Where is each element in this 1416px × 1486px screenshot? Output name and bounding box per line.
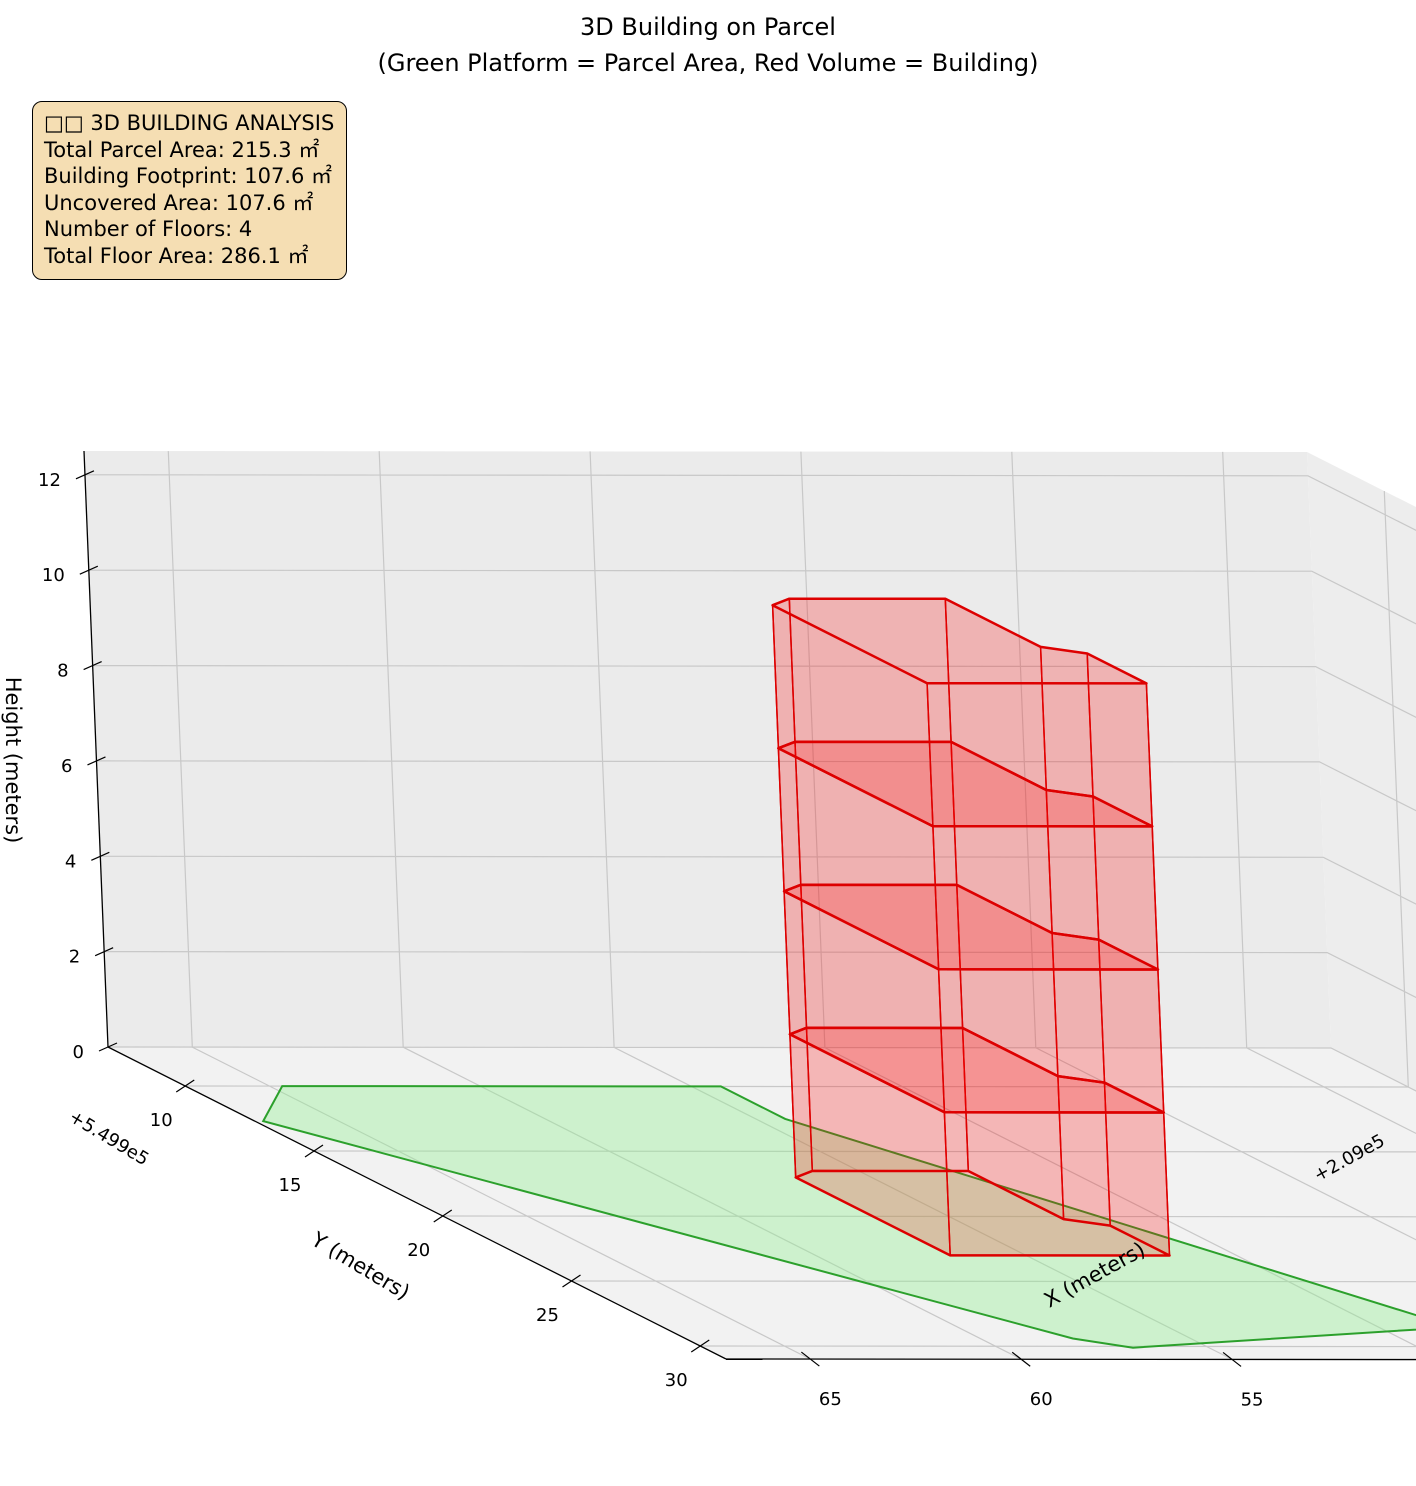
x-tick-mark xyxy=(1222,1351,1242,1367)
x-tick-label: 55 xyxy=(1241,1389,1264,1410)
y-tick-mark xyxy=(304,1144,324,1158)
y-axis-line xyxy=(107,1046,727,1360)
z-tick-label: 6 xyxy=(61,756,72,777)
z-axis-line xyxy=(83,450,109,1048)
building-layer xyxy=(771,597,1171,1257)
y-grid-line xyxy=(700,1345,1416,1348)
building-floor-2 xyxy=(782,883,1165,1114)
z-grid-line xyxy=(92,664,1416,718)
x-tick-mark xyxy=(1011,1351,1031,1367)
parcel-platform xyxy=(261,1085,1416,1349)
y-grid-line xyxy=(313,1150,1416,1153)
y-tick-mark xyxy=(690,1339,710,1353)
info-line-footprint: Building Footprint: 107.6 ㎡ xyxy=(44,164,333,188)
building-slab xyxy=(782,883,1160,971)
z-tick-label: 8 xyxy=(57,661,68,682)
y-grid-line xyxy=(442,1215,1416,1218)
z-axis-label: Height (meters) xyxy=(1,677,25,844)
z-tick-label: 0 xyxy=(73,1042,84,1063)
building-slab xyxy=(794,1169,1171,1257)
z-grid-line xyxy=(100,855,1416,905)
y-tick-mark xyxy=(562,1274,581,1288)
z-tick-label: 4 xyxy=(65,851,76,872)
building-floor-4 xyxy=(771,597,1154,828)
y-offset-label: +5.499e5 xyxy=(65,1106,152,1170)
y-tick-label: 10 xyxy=(150,1110,173,1131)
z-grid-line xyxy=(107,1046,1416,1092)
x-tick-label: 60 xyxy=(1030,1389,1053,1410)
tick-labels: 4045505560651015202530024681012 xyxy=(38,470,1264,1411)
z-grid-line xyxy=(88,569,1416,625)
axis-panes xyxy=(84,451,1416,1360)
z-tick-mark xyxy=(98,1042,118,1052)
y-tick-label: 30 xyxy=(665,1370,688,1391)
parcel-layer xyxy=(261,1085,1416,1349)
y-tick-label: 25 xyxy=(536,1305,559,1326)
z-tick-mark xyxy=(75,470,95,480)
z-tick-mark xyxy=(87,756,106,766)
axis-lines xyxy=(83,450,1416,1361)
z-tick-mark xyxy=(83,661,102,671)
z-tick-mark xyxy=(91,851,110,861)
info-line-uncovered-area: Uncovered Area: 107.6 ㎡ xyxy=(44,190,314,215)
x-tick-mark xyxy=(800,1351,820,1367)
y-tick-label: 15 xyxy=(279,1175,302,1196)
z-grid-line xyxy=(84,474,1416,531)
y-tick-mark xyxy=(175,1079,195,1093)
z-tick-label: 2 xyxy=(69,947,80,968)
x-tick-label: 65 xyxy=(819,1389,842,1410)
y-tick-mark xyxy=(433,1209,453,1223)
info-line-parcel-area: Total Parcel Area: 215.3 ㎡ xyxy=(44,137,320,162)
building-floor-3 xyxy=(777,740,1160,971)
chart-subtitle: (Green Platform = Parcel Area, Red Volum… xyxy=(377,49,1038,77)
y-axis-label: Y (meters) xyxy=(306,1227,414,1305)
building-slab xyxy=(788,1026,1165,1114)
y-tick-label: 20 xyxy=(407,1240,430,1261)
info-line-heading: □□ 3D BUILDING ANALYSIS xyxy=(44,111,335,135)
z-tick-mark xyxy=(79,565,99,575)
y-grid-line xyxy=(571,1280,1416,1283)
z-tick-label: 10 xyxy=(42,565,65,586)
info-line-floors: Number of Floors: 4 xyxy=(44,217,253,241)
back-left-pane xyxy=(84,451,1331,1048)
building-slab xyxy=(777,740,1154,828)
info-line-total-floor-area: Total Floor Area: 286.1 ㎡ xyxy=(44,243,309,268)
z-tick-label: 12 xyxy=(38,470,61,491)
z-grid-line xyxy=(96,760,1416,812)
z-tick-mark xyxy=(94,947,114,957)
chart-title: 3D Building on Parcel xyxy=(580,13,836,41)
x-axis-line xyxy=(725,1358,1416,1361)
building-roof xyxy=(771,597,1148,685)
grid-lines xyxy=(84,451,1416,1360)
z-grid-line xyxy=(104,950,1416,999)
analysis-info-box: □□ 3D BUILDING ANALYSIS Total Parcel Are… xyxy=(32,101,348,280)
